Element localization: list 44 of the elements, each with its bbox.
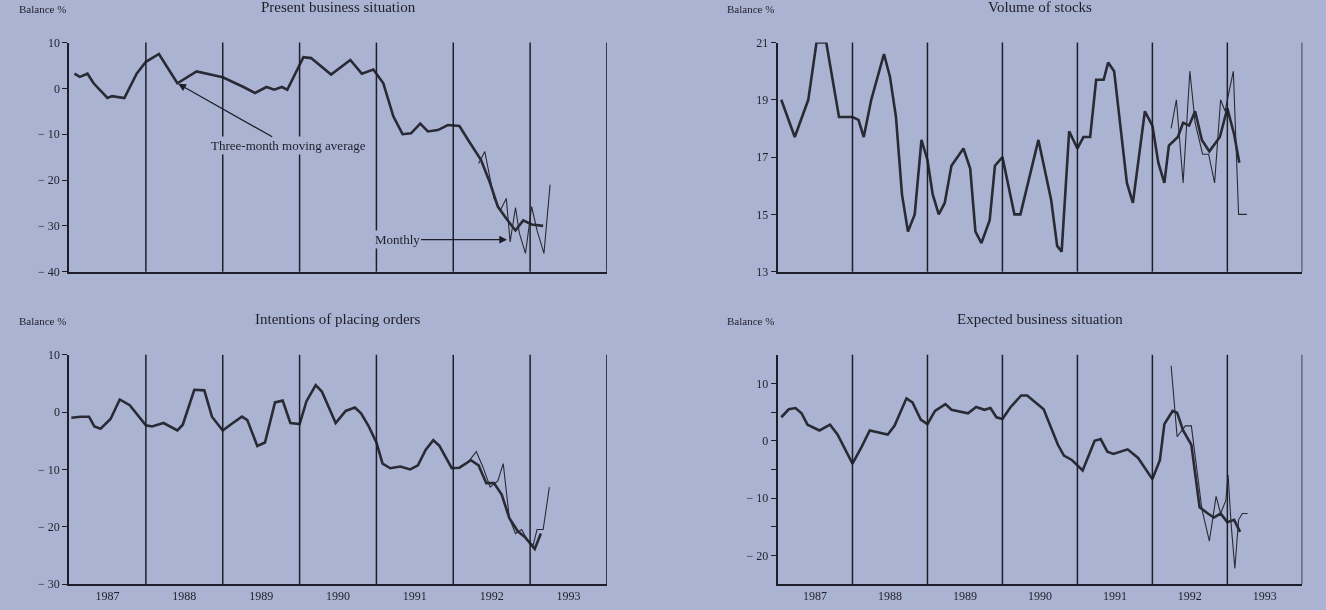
annotation: Three-month moving average	[211, 138, 366, 153]
y-axis-title: Balance %	[727, 3, 775, 15]
x-tick-label: 1993	[556, 589, 581, 604]
x-tick-label: 1987	[95, 589, 120, 604]
y-tick-label: 0	[762, 433, 769, 448]
chart-title: Intentions of placing orders	[255, 311, 421, 327]
x-tick-label: 1990	[1027, 589, 1052, 604]
x-tick-label: 1993	[1252, 589, 1277, 604]
x-tick-label: 1992	[479, 589, 504, 604]
chart-title: Present business situation	[261, 0, 416, 15]
chart-title: Volume of stocks	[988, 0, 1093, 15]
x-tick-label: 1990	[326, 589, 350, 604]
y-tick-label: 10	[47, 348, 60, 362]
x-tick-label: 1988	[172, 589, 197, 604]
x-tick-label: 1988	[877, 589, 902, 604]
y-tick-label: − 10	[746, 491, 769, 506]
y-tick-label: − 20	[746, 548, 769, 563]
y-tick-label: − 20	[38, 519, 60, 534]
y-tick-label: − 40	[38, 264, 60, 279]
y-axis-title: Balance %	[19, 3, 67, 15]
x-tick-label: 1987	[803, 589, 828, 604]
x-tick-label: 1992	[1177, 589, 1202, 604]
chart-title: Expected business situation	[957, 311, 1124, 327]
y-tick-label: 13	[756, 264, 769, 279]
y-tick-label: 10	[756, 376, 769, 391]
y-tick-label: 15	[756, 207, 769, 222]
y-tick-label: 10	[47, 35, 60, 50]
y-tick-label: 17	[756, 150, 769, 165]
y-tick-label: 0	[53, 405, 60, 420]
y-tick-label: − 30	[38, 219, 60, 234]
y-axis-title: Balance %	[727, 315, 775, 327]
y-tick-label: − 20	[38, 173, 60, 188]
x-tick-label: 1989	[952, 589, 977, 604]
y-tick-label: 21	[756, 35, 769, 50]
y-tick-label: − 10	[38, 462, 60, 477]
y-axis-title: Balance %	[19, 315, 67, 327]
y-tick-label: − 10	[38, 127, 60, 142]
x-tick-label: 1991	[1102, 589, 1127, 604]
x-tick-label: 1989	[249, 589, 274, 604]
y-tick-label: − 30	[38, 577, 60, 592]
x-tick-label: 1991	[402, 589, 427, 604]
annotation: Monthly	[375, 232, 421, 247]
y-tick-label: 19	[756, 93, 769, 108]
y-tick-label: 0	[53, 81, 60, 96]
